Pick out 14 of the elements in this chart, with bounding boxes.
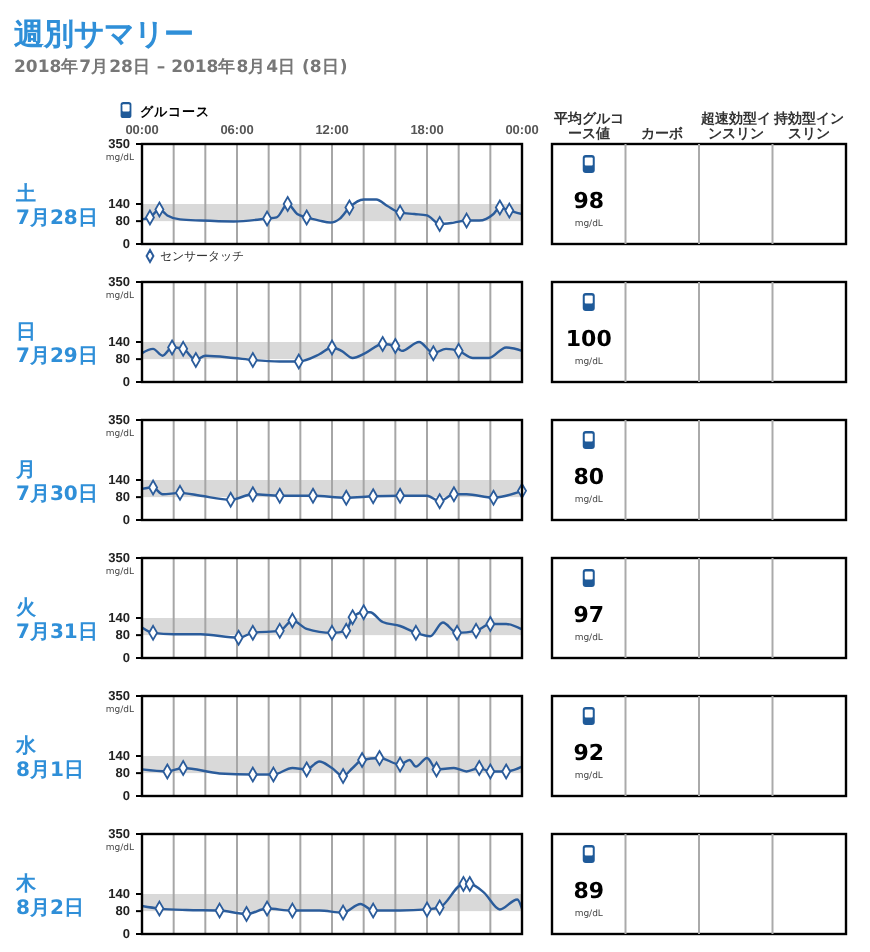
chart-title: 週別サマリー	[12, 16, 194, 52]
text: 100	[565, 326, 613, 352]
text: 92	[573, 740, 605, 766]
text: 80	[573, 464, 605, 490]
legend-title: 土 7月28日	[14, 182, 98, 230]
chart-subtitle: 2018年7月28日 – 2018年8月4日 (8日)	[14, 56, 348, 78]
text: 89	[573, 878, 605, 904]
text: 98	[573, 188, 605, 214]
legend-title: 水 8月1日	[14, 734, 84, 782]
legend-title: 木 8月2日	[14, 872, 84, 920]
legend-title: 日 7月29日	[16, 322, 98, 368]
legend-title: 月 7月30日	[14, 460, 98, 506]
text: 97	[573, 602, 605, 628]
legend-title: 火 7月31日	[16, 596, 98, 644]
